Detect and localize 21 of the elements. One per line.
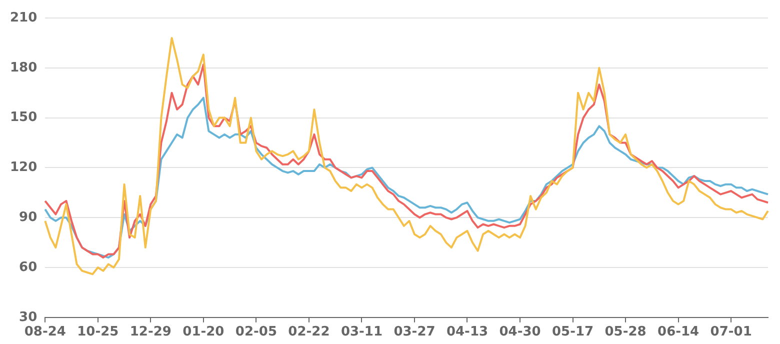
x-tick-label: 07-01	[710, 324, 752, 340]
y-tick-label: 90	[19, 210, 38, 225]
x-tick-label: 04-30	[499, 324, 541, 340]
x-tick-label: 10-25	[77, 324, 119, 340]
x-tick-label: 04-13	[446, 324, 488, 340]
x-tick-label: 08-24	[24, 324, 66, 340]
x-tick-label: 03-27	[394, 324, 436, 340]
x-tick-label: 05-28	[604, 324, 646, 340]
x-tick-label: 06-14	[658, 324, 700, 340]
y-tick-label: 60	[19, 260, 38, 275]
y-tick-label: 30	[19, 310, 38, 325]
x-tick-label: 12-29	[130, 324, 172, 340]
y-tick-label: 150	[10, 110, 38, 126]
x-tick-label: 03-11	[340, 324, 383, 340]
x-tick-label: 02-05	[235, 324, 277, 340]
y-tick-label: 210	[10, 10, 38, 26]
x-tick-label: 02-22	[288, 324, 330, 340]
y-tick-label: 120	[10, 160, 38, 176]
y-tick-label: 180	[10, 60, 38, 76]
x-tick-label: 05-17	[552, 324, 594, 340]
x-tick-label: 01-20	[182, 324, 224, 340]
